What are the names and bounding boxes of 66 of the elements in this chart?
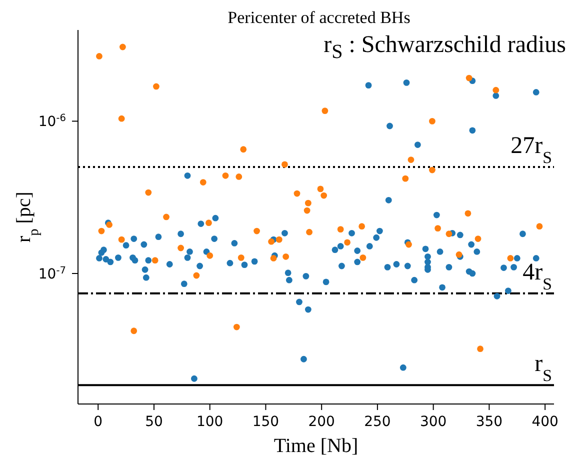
y-tick-label: 10$^{-7}$	[38, 264, 66, 282]
point	[96, 53, 102, 60]
point	[178, 244, 184, 252]
point	[282, 253, 290, 260]
x-tick-label: 150	[252, 414, 280, 430]
point	[477, 346, 484, 352]
x-tick-label: 100	[196, 414, 224, 430]
x-tick-label: 0	[94, 414, 103, 430]
x-tick-label: 50	[145, 414, 163, 430]
point	[193, 272, 200, 279]
x-tick-label: 300	[420, 414, 447, 430]
point	[429, 166, 436, 174]
point	[304, 207, 310, 214]
point	[236, 174, 242, 180]
point	[408, 156, 414, 163]
annotation: r$_{S}$ : Schwarzschild radius	[324, 32, 566, 64]
point	[306, 228, 312, 236]
point	[320, 192, 328, 199]
point	[294, 190, 300, 197]
point	[118, 115, 125, 122]
point	[276, 236, 282, 243]
point	[222, 172, 229, 179]
point	[464, 210, 472, 217]
point	[119, 44, 126, 50]
point	[466, 74, 472, 82]
point	[536, 223, 543, 230]
point	[507, 255, 514, 262]
x-tick-label: 250	[364, 414, 391, 430]
point	[233, 324, 240, 330]
chart-title: Pericenter of accreted BHs	[226, 8, 412, 28]
point	[98, 228, 105, 234]
point	[344, 239, 350, 246]
x-tick-label: 200	[308, 414, 335, 430]
point	[206, 252, 214, 259]
point	[118, 236, 125, 243]
x-tick-label: 400	[532, 414, 558, 430]
point	[492, 86, 500, 94]
point	[282, 161, 288, 168]
point	[360, 254, 366, 261]
ref-line-label: 4r$_{S}$	[522, 259, 552, 293]
point	[153, 83, 160, 90]
point	[434, 225, 441, 232]
point	[317, 186, 324, 192]
point	[322, 108, 328, 114]
point	[200, 179, 206, 186]
point	[358, 223, 366, 230]
x-axis-title: Time [Nb]	[274, 435, 358, 457]
ref-line-label: r$_{S}$	[534, 351, 552, 385]
point	[240, 146, 247, 153]
y-tick-label: 10$^{-6}$	[38, 112, 66, 130]
point	[152, 257, 158, 264]
point	[304, 200, 312, 206]
point	[130, 328, 138, 334]
point	[206, 220, 212, 226]
point	[337, 226, 344, 233]
point	[402, 175, 409, 182]
point	[429, 118, 436, 124]
point	[474, 236, 482, 242]
point	[163, 214, 170, 220]
point	[145, 189, 152, 196]
x-tick-label: 350	[476, 414, 503, 430]
ref-line-label: 27r$_{S}$	[510, 133, 552, 167]
point	[446, 230, 452, 238]
point	[270, 255, 277, 262]
point	[254, 228, 260, 234]
point	[238, 254, 244, 261]
